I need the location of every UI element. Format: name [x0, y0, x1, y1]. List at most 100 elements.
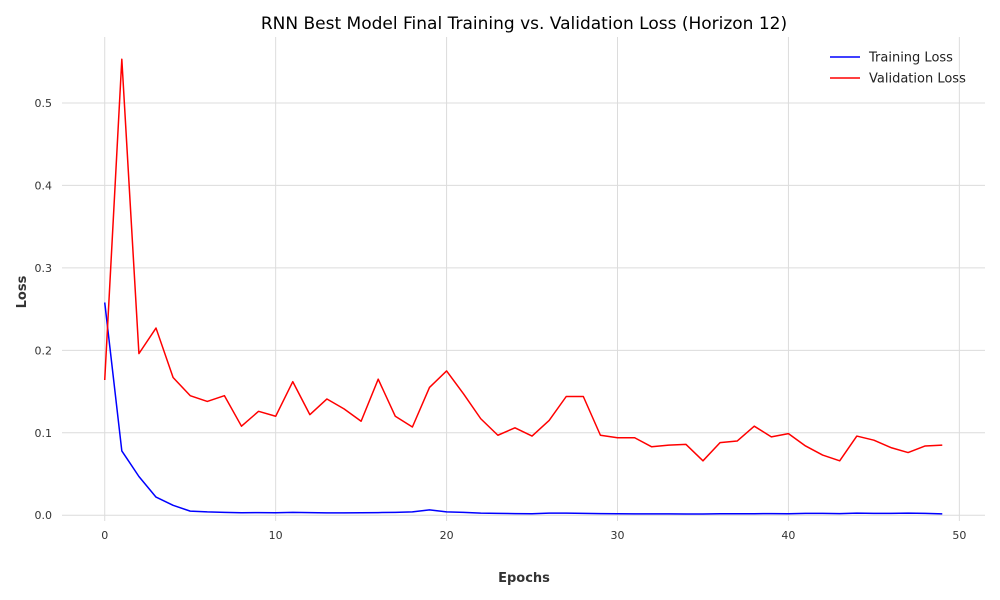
legend-label: Validation Loss [869, 72, 966, 87]
y-tick-label: 0.2 [35, 344, 53, 357]
data-point [121, 58, 123, 60]
data-point [583, 396, 585, 398]
data-point [155, 496, 157, 498]
x-tick-label: 30 [611, 529, 625, 542]
y-tick-label: 0.1 [35, 427, 53, 440]
data-point [634, 437, 636, 439]
data-point [497, 513, 499, 515]
data-point [600, 434, 602, 436]
data-point [634, 513, 636, 515]
data-point [856, 512, 858, 514]
x-tick-label: 20 [440, 529, 454, 542]
data-point [668, 513, 670, 515]
data-point [890, 513, 892, 515]
data-point [326, 512, 328, 514]
data-point [395, 415, 397, 417]
data-point [412, 426, 414, 428]
data-point [924, 513, 926, 515]
data-point [446, 511, 448, 513]
data-point [702, 460, 704, 462]
data-point [907, 452, 909, 454]
data-point [377, 378, 379, 380]
data-point [839, 513, 841, 515]
data-point [497, 434, 499, 436]
data-point [822, 454, 824, 456]
data-point [719, 513, 721, 515]
data-point [292, 512, 294, 514]
data-point [600, 513, 602, 515]
data-point [463, 512, 465, 514]
data-point [565, 396, 567, 398]
data-point [941, 444, 943, 446]
y-axis-label: Loss [15, 275, 30, 308]
data-point [360, 512, 362, 514]
data-point [189, 510, 191, 512]
tick-layer: 0 10 20 30 40 50 0.0 0.1 0.2 0.3 0.4 0.5 [35, 97, 967, 542]
data-point [224, 395, 226, 397]
data-point [856, 435, 858, 437]
data-point [685, 513, 687, 515]
series-line [103, 58, 943, 462]
y-tick-label: 0.3 [35, 262, 53, 275]
legend-label: Training Loss [868, 51, 953, 66]
data-point [514, 513, 516, 515]
data-point [292, 381, 294, 383]
data-point [377, 512, 379, 514]
data-point [275, 512, 277, 514]
x-tick-label: 40 [781, 529, 795, 542]
data-point [309, 414, 311, 416]
y-tick-label: 0.5 [35, 97, 53, 110]
data-point [771, 436, 773, 438]
data-point [531, 513, 533, 515]
x-tick-label: 50 [952, 529, 966, 542]
data-point [343, 512, 345, 514]
data-point [514, 427, 516, 429]
data-point [395, 512, 397, 514]
data-point [412, 511, 414, 513]
data-point [924, 445, 926, 447]
data-point [429, 509, 431, 511]
data-point [224, 512, 226, 514]
data-point [155, 327, 157, 329]
data-point [753, 425, 755, 427]
data-point [873, 439, 875, 441]
series-line [103, 302, 943, 515]
data-point [172, 377, 174, 379]
data-point [651, 446, 653, 448]
data-point [104, 302, 106, 304]
data-point [548, 512, 550, 514]
legend-item: Validation Loss [830, 72, 966, 87]
y-tick-label: 0.0 [35, 509, 53, 522]
data-point [275, 415, 277, 417]
data-point [805, 513, 807, 515]
data-point [309, 512, 311, 514]
data-point [206, 401, 208, 403]
data-point [839, 460, 841, 462]
x-axis-label: Epochs [498, 571, 550, 586]
data-point [617, 437, 619, 439]
data-point [822, 513, 824, 515]
data-point [138, 353, 140, 355]
legend: Training Loss Validation Loss [830, 51, 966, 87]
data-point [258, 512, 260, 514]
data-point [719, 442, 721, 444]
data-point [121, 450, 123, 452]
chart-title: RNN Best Model Final Training vs. Valida… [261, 14, 787, 34]
x-tick-label: 0 [101, 529, 108, 542]
data-point [890, 447, 892, 449]
data-point [873, 513, 875, 515]
data-point [104, 379, 106, 381]
data-point [258, 411, 260, 413]
data-point [480, 512, 482, 514]
data-point [907, 512, 909, 514]
data-point [548, 420, 550, 422]
data-point [360, 420, 362, 422]
data-point [206, 511, 208, 513]
data-point [668, 444, 670, 446]
data-point [583, 513, 585, 515]
series-layer [103, 58, 943, 515]
data-point [788, 513, 790, 515]
data-point [463, 393, 465, 395]
data-point [326, 398, 328, 400]
data-point [702, 513, 704, 515]
